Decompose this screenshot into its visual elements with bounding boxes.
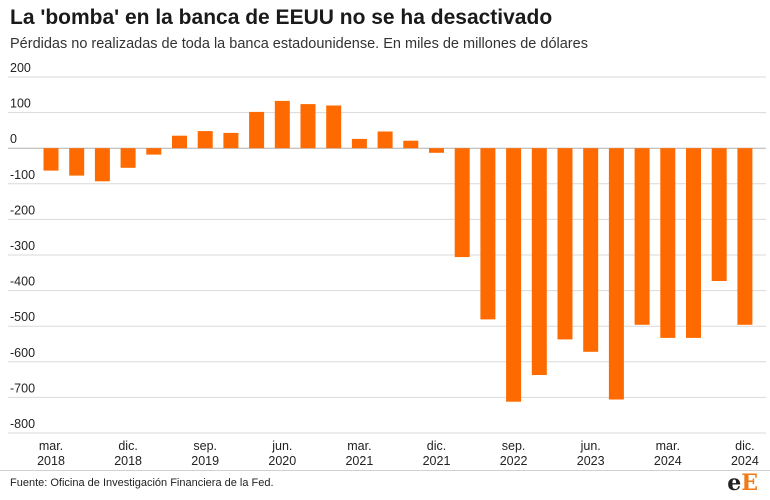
- chart-title: La 'bomba' en la banca de EEUU no se ha …: [10, 6, 553, 29]
- x-tick-year: 2024: [654, 454, 682, 468]
- x-tick-year: 2022: [500, 454, 528, 468]
- bar: [223, 132, 239, 149]
- bar: [249, 111, 265, 149]
- bar: [274, 100, 290, 149]
- x-tick-month: jun.: [271, 439, 292, 453]
- y-tick-label: 0: [10, 132, 17, 146]
- x-tick-year: 2023: [577, 454, 605, 468]
- y-tick-label: -400: [10, 275, 35, 289]
- x-tick-month: mar.: [656, 439, 680, 453]
- x-axis-ticks: mar.2018dic.2018sep.2019jun.2020mar.2021…: [37, 439, 759, 468]
- grid-lines: [8, 76, 766, 434]
- bar: [557, 148, 573, 340]
- bar: [454, 148, 470, 258]
- source-note: Fuente: Oficina de Investigación Financi…: [10, 477, 274, 489]
- x-tick-month: jun.: [580, 439, 601, 453]
- x-tick-month: sep.: [502, 439, 526, 453]
- y-tick-label: 100: [10, 97, 31, 111]
- bar: [69, 148, 85, 176]
- y-tick-label: -500: [10, 310, 35, 324]
- x-tick-month: dic.: [118, 439, 137, 453]
- bar: [506, 148, 522, 402]
- bar: [686, 148, 701, 338]
- bar: [429, 148, 444, 153]
- publisher-logo: eE: [727, 470, 758, 496]
- bar: [300, 104, 316, 149]
- x-tick-month: sep.: [193, 439, 217, 453]
- bar: [172, 135, 187, 149]
- x-tick-year: 2018: [37, 454, 65, 468]
- x-tick-month: mar.: [39, 439, 63, 453]
- bar: [660, 148, 676, 338]
- bar: [120, 148, 136, 168]
- bar: [480, 148, 496, 320]
- y-tick-label: -800: [10, 417, 35, 431]
- y-tick-label: 200: [10, 61, 31, 75]
- y-tick-label: -100: [10, 168, 35, 182]
- footer-divider: [0, 470, 770, 471]
- x-tick-year: 2024: [731, 454, 759, 468]
- x-tick-month: dic.: [427, 439, 446, 453]
- x-tick-month: dic.: [735, 439, 754, 453]
- bar: [711, 148, 727, 281]
- y-tick-label: -700: [10, 381, 35, 395]
- x-tick-year: 2019: [191, 454, 219, 468]
- bar: [403, 140, 419, 149]
- y-tick-label: -600: [10, 346, 35, 360]
- bar: [94, 148, 110, 182]
- bar: [197, 131, 213, 149]
- bar: [351, 138, 367, 149]
- x-tick-year: 2020: [268, 454, 296, 468]
- x-tick-year: 2021: [423, 454, 451, 468]
- bar: [634, 148, 650, 325]
- bar: [583, 148, 599, 352]
- x-tick-year: 2018: [114, 454, 142, 468]
- bar-chart: 2001000-100-200-300-400-500-600-700-800 …: [8, 61, 766, 468]
- x-tick-year: 2021: [345, 454, 373, 468]
- bar: [326, 105, 342, 149]
- bar: [146, 148, 162, 155]
- bar: [377, 131, 393, 149]
- bars: [43, 100, 753, 402]
- bar: [737, 148, 753, 325]
- y-axis-ticks: 200 100 0 -100 -200 -300 -400 -500 -600 -700 -800: [10, 61, 35, 431]
- bar: [531, 148, 547, 375]
- x-tick-month: mar.: [347, 439, 371, 453]
- bar: [43, 148, 59, 171]
- chart-subtitle: Pérdidas no realizadas de toda la banca …: [10, 36, 588, 52]
- bar: [608, 148, 624, 400]
- y-tick-label: -300: [10, 239, 35, 253]
- y-tick-label: -200: [10, 203, 35, 217]
